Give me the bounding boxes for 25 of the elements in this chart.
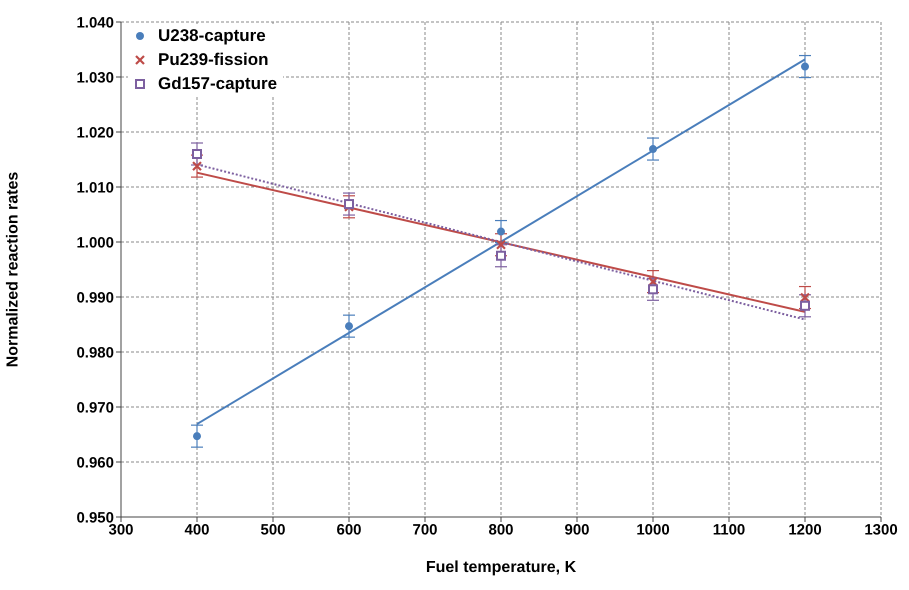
x-tick-label: 400 — [184, 522, 210, 539]
x-tick-label: 900 — [564, 522, 590, 539]
y-axis-title: Normalized reaction rates — [4, 172, 22, 368]
x-tick-label: 1200 — [788, 522, 822, 539]
x-tick-label: 300 — [108, 522, 134, 539]
x-tick-label: 1100 — [712, 522, 746, 539]
y-tick-label: 0.980 — [76, 344, 114, 362]
y-tick-label: 0.990 — [76, 289, 114, 306]
y-tick-label: 1.030 — [76, 69, 114, 86]
x-tick-label: 500 — [260, 522, 286, 539]
y-tick-label: 1.010 — [76, 179, 114, 196]
x-tick-label: 1000 — [636, 522, 670, 539]
y-tick-label: 1.040 — [76, 14, 114, 32]
y-tick-label: 0.960 — [76, 454, 114, 472]
x-tick-label: 700 — [412, 522, 438, 539]
x-tick-label: 600 — [336, 522, 362, 539]
y-tick-label: 1.020 — [76, 124, 114, 142]
y-tick-label: 0.970 — [76, 399, 114, 416]
x-tick-label: 800 — [488, 522, 514, 539]
x-tick-label: 1300 — [864, 522, 898, 539]
y-tick-label: 1.000 — [76, 234, 114, 252]
legend-label: U238-capture — [158, 26, 266, 46]
x-axis-title: Fuel temperature, K — [426, 559, 577, 576]
legend-label: Gd157-capture — [158, 74, 278, 94]
legend-label: Pu239-fission — [158, 50, 269, 70]
